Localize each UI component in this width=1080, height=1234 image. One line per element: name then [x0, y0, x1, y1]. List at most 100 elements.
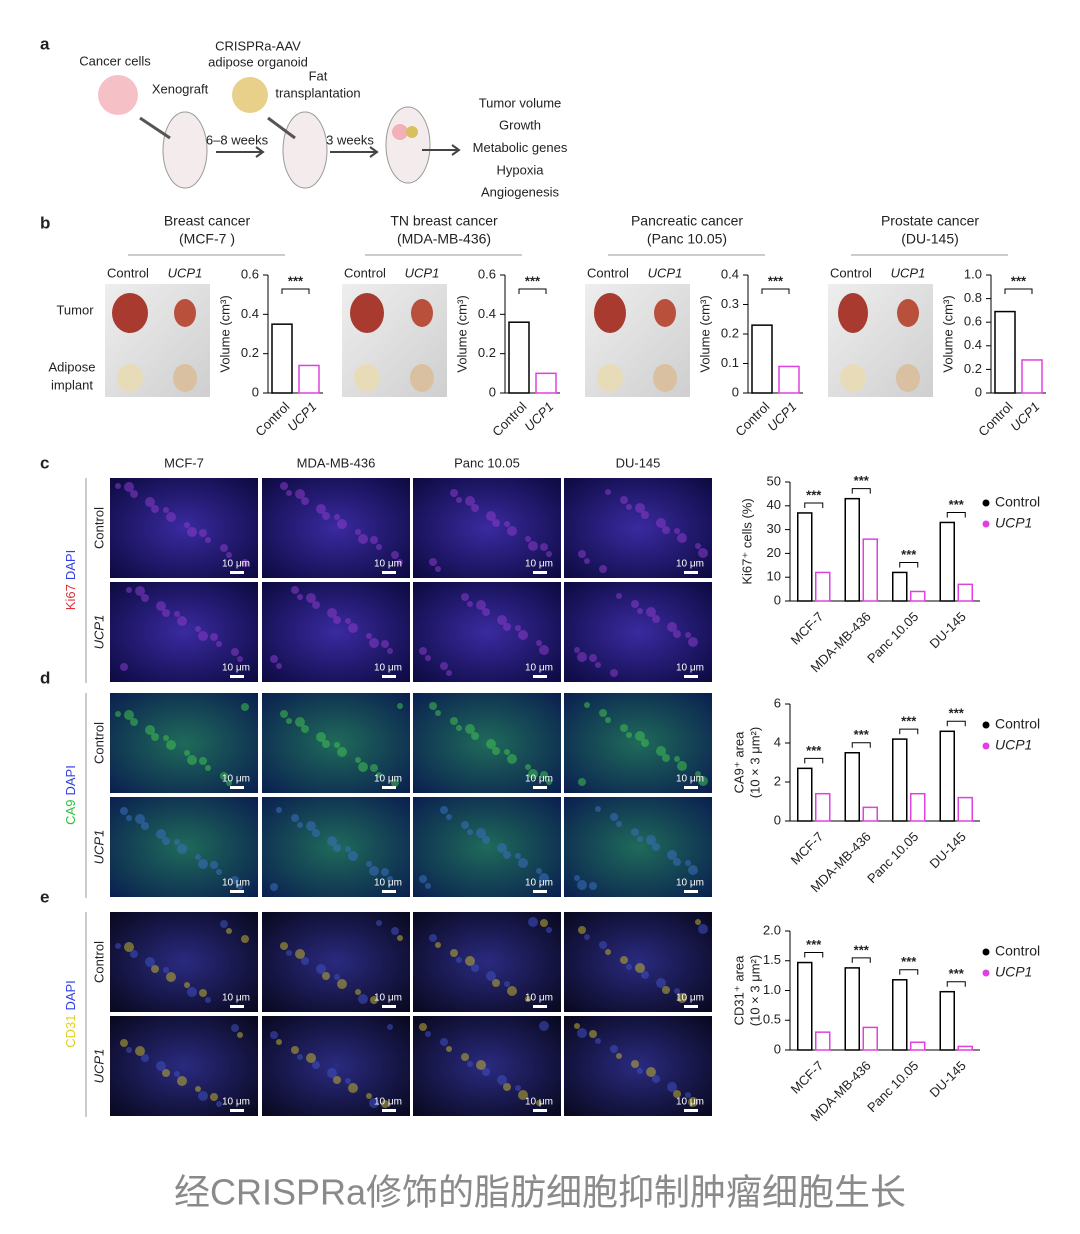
cell [656, 746, 666, 756]
outcome: Angiogenesis [481, 185, 560, 200]
cell [355, 757, 361, 763]
cell [151, 965, 159, 973]
significance-bracket [761, 288, 790, 294]
tumor [112, 293, 148, 333]
cell [646, 835, 656, 845]
implant [173, 364, 197, 392]
panel-label: e [40, 887, 49, 906]
cell [536, 640, 542, 646]
cell [635, 731, 645, 741]
cell [297, 594, 303, 600]
scale-bar [382, 1109, 396, 1112]
cell [446, 1046, 452, 1052]
cell [497, 615, 507, 625]
cell [184, 982, 190, 988]
y-tick-label: 0.2 [964, 361, 982, 376]
cell [286, 950, 292, 956]
y-tick-label: 0.5 [763, 1012, 781, 1027]
cell [450, 489, 458, 497]
cell [656, 978, 666, 988]
legend-label: UCP1 [995, 964, 1032, 980]
cell [674, 528, 680, 534]
cell [578, 778, 586, 786]
y-tick-label: 0 [732, 384, 739, 399]
cell [210, 861, 218, 869]
scale-bar-label: 10 μm [222, 559, 250, 570]
cell [698, 776, 708, 786]
panel-a-art [98, 75, 461, 189]
y-tick-label: 0.6 [964, 314, 982, 329]
micrograph [110, 912, 258, 1012]
cell [419, 647, 427, 655]
bar [892, 738, 908, 822]
bar [862, 1026, 878, 1051]
panel-label: c [40, 453, 49, 472]
annotation: Cancer cells [79, 53, 151, 68]
cell [577, 880, 587, 890]
cell [503, 1083, 511, 1091]
cell [126, 587, 132, 593]
cell [641, 739, 649, 747]
cell [141, 594, 149, 602]
row-label: UCP1 [91, 830, 106, 865]
y-tick-label: 0 [975, 384, 982, 399]
tumor [897, 299, 919, 327]
y-tick-label: 0 [774, 592, 781, 607]
x-tick-label: UCP1 [284, 399, 319, 434]
scale-bar-label: 10 μm [222, 993, 250, 1004]
row-label: Tumor [56, 302, 94, 317]
cell [115, 943, 121, 949]
cell [620, 496, 628, 504]
cell [312, 601, 320, 609]
photo-header: Control [344, 265, 386, 280]
y-axis-label: Volume (cm³) [454, 295, 469, 372]
cell [471, 732, 479, 740]
annotation: 6–8 weeks [206, 132, 269, 147]
cell [216, 1101, 222, 1107]
cell [337, 747, 347, 757]
cell [126, 1047, 132, 1053]
cell [187, 755, 197, 765]
significance-bracket [804, 952, 824, 958]
cell [688, 1097, 698, 1107]
scale-bar-label: 10 μm [374, 878, 402, 889]
cell [492, 519, 500, 527]
cell [465, 496, 475, 506]
cell [497, 1075, 507, 1085]
cell [376, 772, 382, 778]
cell [662, 754, 670, 762]
significance: *** [288, 273, 304, 288]
cell [435, 566, 441, 572]
cell [226, 780, 232, 786]
significance: *** [949, 706, 965, 721]
chart-title: (MDA-MB-436) [397, 231, 491, 247]
panel-label: d [40, 668, 50, 687]
bar [298, 364, 320, 394]
cell [419, 875, 427, 883]
cell [322, 512, 330, 520]
cell [461, 593, 469, 601]
cell [525, 764, 531, 770]
cell [366, 861, 372, 867]
y-tick-label: 0 [252, 384, 259, 399]
row-label: Adipose [49, 359, 96, 374]
cell [291, 1046, 299, 1054]
cell [306, 593, 316, 603]
cell [515, 625, 521, 631]
cell [381, 868, 389, 876]
legend-marker [982, 969, 990, 977]
micrograph [564, 912, 712, 1012]
cell [348, 1083, 358, 1093]
x-tick-label: UCP1 [1007, 399, 1042, 434]
scale-bar [684, 675, 698, 678]
cell [698, 548, 708, 558]
cell [387, 1024, 393, 1030]
cell [605, 949, 611, 955]
cell [595, 1038, 601, 1044]
cell [476, 828, 486, 838]
cell [688, 865, 698, 875]
scale-bar [684, 571, 698, 574]
cell [595, 662, 601, 668]
significance-bracket [281, 288, 310, 294]
